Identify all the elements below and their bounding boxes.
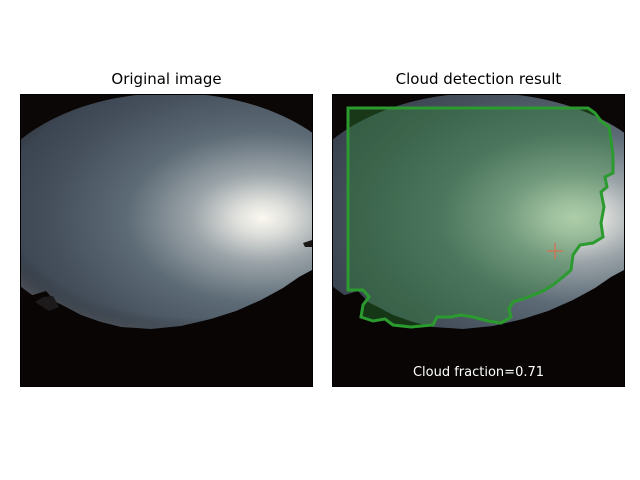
cloud-detection-title: Cloud detection result	[395, 70, 562, 88]
original-image-panel	[20, 94, 313, 387]
original-image-title: Original image	[111, 70, 222, 88]
cloud-detection-panel: Cloud fraction=0.71	[332, 94, 625, 387]
cloud-fraction-label: Cloud fraction=0.71	[412, 365, 545, 380]
cloud-detection-image	[333, 95, 624, 386]
cloud-mask-overlay	[346, 106, 615, 329]
original-sky-image	[21, 95, 312, 386]
sun-plus-marker	[547, 243, 563, 259]
